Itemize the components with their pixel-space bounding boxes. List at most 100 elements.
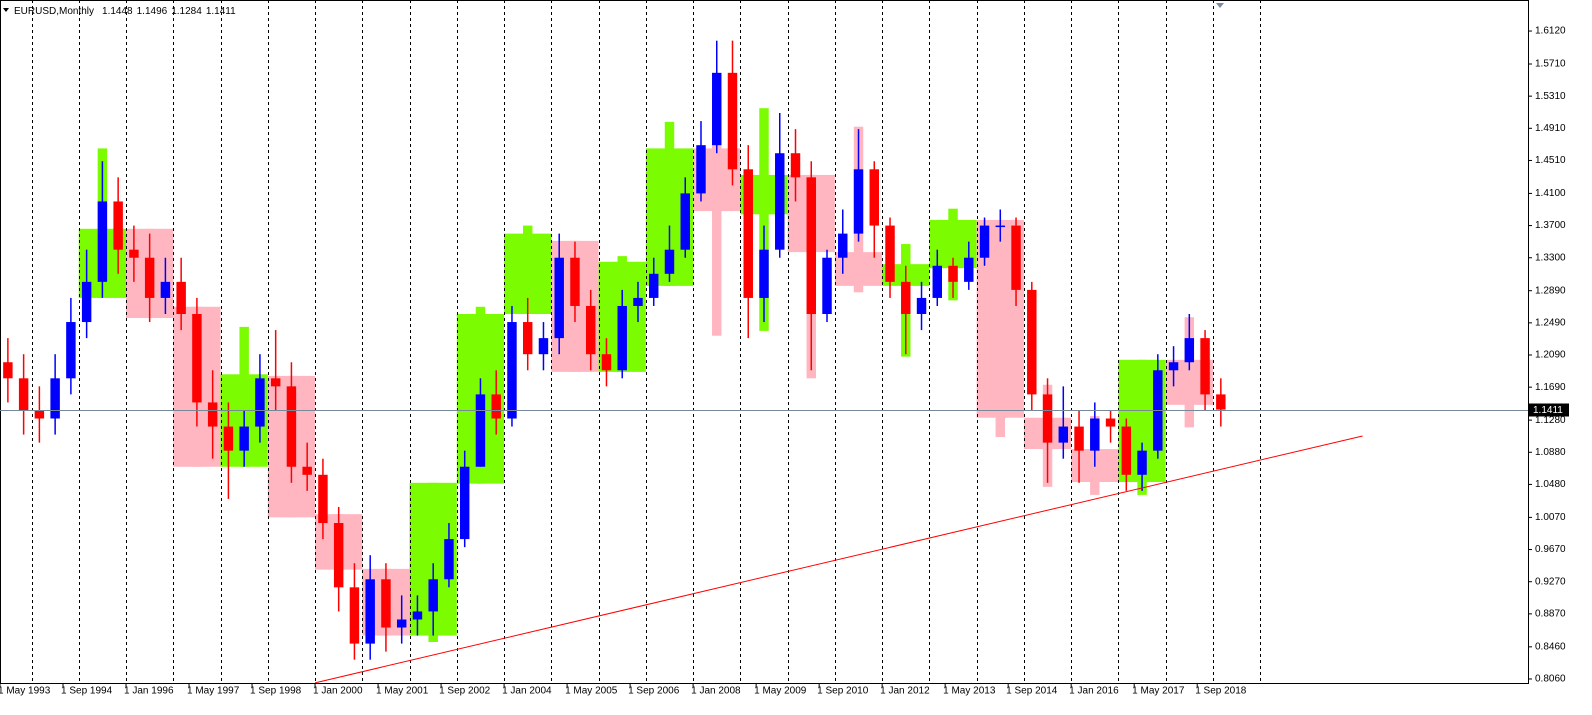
candle-body	[948, 265, 958, 282]
candle-body	[1184, 338, 1195, 363]
candle-body	[1121, 426, 1132, 475]
shift-marker	[1216, 3, 1224, 8]
y-tick-label: 1.0480	[1535, 479, 1566, 490]
candle-body	[3, 362, 13, 379]
candle-body	[712, 72, 722, 146]
symbol: EURUSD,Monthly	[14, 6, 94, 17]
candle-body	[979, 225, 990, 258]
x-tick-label: 1 May 2009	[754, 686, 807, 697]
x-tick-label: 1 May 1997	[187, 686, 240, 697]
y-tick-label: 1.2890	[1535, 285, 1566, 296]
x-tick-label: 1 Sep 2014	[1006, 686, 1058, 697]
candle-body	[522, 322, 533, 355]
candle-body	[239, 426, 249, 451]
candle-body	[223, 426, 234, 451]
candle-body	[491, 394, 501, 419]
candle-body	[853, 169, 864, 234]
candle-body	[1090, 418, 1100, 451]
candle-body	[129, 249, 139, 258]
y-tick-label: 1.2490	[1535, 317, 1566, 328]
candle-body	[475, 394, 486, 467]
y-tick-label: 1.4100	[1535, 188, 1566, 199]
candle-body	[97, 201, 108, 282]
y-tick-label: 0.9670	[1535, 544, 1566, 555]
candle-body	[1216, 394, 1226, 410]
x-tick-label: 1 Sep 1998	[250, 686, 302, 697]
candle-body	[696, 145, 706, 194]
candle-body	[412, 611, 423, 620]
header-arrow	[3, 8, 9, 12]
price-tag	[1529, 403, 1569, 417]
candle-body	[176, 281, 186, 315]
y-tick-label: 0.9270	[1535, 576, 1566, 587]
candle-body	[664, 249, 675, 274]
candle-body	[964, 257, 974, 282]
candle-body	[286, 386, 297, 467]
candle-body	[601, 354, 612, 371]
plot-area	[0, 0, 1529, 684]
y-tick-label: 1.5710	[1535, 59, 1566, 70]
y-tick-label: 1.0880	[1535, 447, 1566, 458]
header-close: 1.1411	[206, 6, 236, 17]
candle-body	[869, 169, 879, 226]
x-tick-label: 1 May 2017	[1132, 686, 1185, 697]
candle-body	[554, 257, 564, 339]
price-tag-label: 1.1411	[1533, 405, 1563, 416]
candle-body	[255, 378, 265, 427]
candle-body	[1027, 289, 1037, 395]
overlays	[0, 410, 1528, 684]
y-tick-label: 1.1690	[1535, 382, 1566, 393]
candle-body	[349, 587, 360, 644]
candle-body	[617, 305, 627, 371]
y-tick-label: 1.2090	[1535, 350, 1566, 361]
candle-body	[932, 265, 943, 298]
x-tick-label: 1 Jan 2012	[880, 686, 930, 697]
candle-body	[1105, 418, 1116, 427]
axes: 1.6120 1.5710 1.5310 1.4910 1.4510 1.4100 1.37…	[0, 26, 1569, 697]
trendline	[314, 435, 1363, 684]
candle-body	[365, 579, 375, 644]
candle-body	[585, 305, 596, 355]
box-range	[712, 92, 722, 336]
candle-body	[901, 281, 911, 315]
header-open: 1.1448	[102, 6, 133, 17]
candle-body	[459, 466, 470, 540]
header-low: 1.1284	[171, 6, 202, 17]
candle-body	[507, 322, 517, 419]
candle-body	[270, 378, 281, 387]
candle-body	[790, 153, 801, 178]
candle-body	[1074, 426, 1084, 451]
candle-body	[160, 281, 171, 298]
candle-body	[806, 177, 816, 315]
candle-body	[302, 466, 312, 475]
y-tick-label: 1.6120	[1535, 26, 1566, 37]
candle-body	[18, 378, 29, 411]
candle-body	[1200, 338, 1210, 395]
x-tick-label: 1 May 2005	[565, 686, 618, 697]
x-tick-label: 1 Jan 2008	[691, 686, 741, 697]
candle-body	[333, 523, 344, 588]
candle-body	[1168, 362, 1179, 371]
y-tick-label: 1.0070	[1535, 512, 1566, 523]
candle-body	[759, 249, 769, 298]
candle-body	[680, 193, 690, 250]
x-tick-label: 1 May 2001	[376, 686, 429, 697]
candle-body	[66, 322, 76, 379]
x-tick-label: 1 May 2013	[943, 686, 996, 697]
x-tick-label: 1 Jan 2000	[313, 686, 363, 697]
y-tick-label: 0.8460	[1535, 641, 1566, 652]
x-tick-label: 1 Jan 1996	[124, 686, 174, 697]
candle-body	[50, 378, 60, 419]
candle-body	[743, 169, 753, 298]
y-tick-label: 0.8060	[1535, 674, 1566, 685]
x-tick-label: 1 May 1993	[0, 686, 51, 697]
x-tick-label: 1 Sep 2006	[628, 686, 680, 697]
candle-body	[444, 539, 454, 580]
candle-body	[1058, 426, 1069, 443]
y-tick-label: 1.3700	[1535, 220, 1566, 231]
candle-body	[822, 257, 832, 315]
y-tick-label: 1.4910	[1535, 123, 1566, 134]
candle-body	[428, 579, 438, 612]
x-tick-label: 1 Sep 1994	[61, 686, 113, 697]
